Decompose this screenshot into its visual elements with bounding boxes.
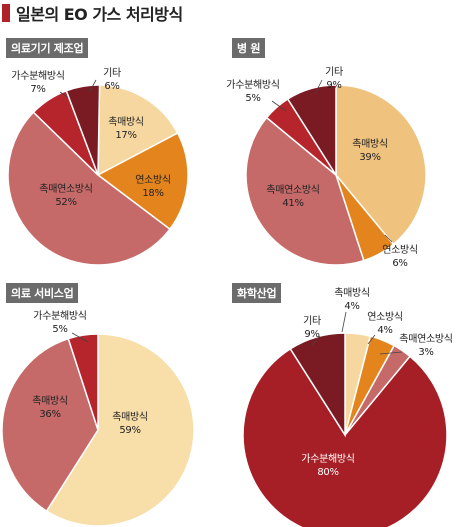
- pie-slice: [65, 84, 101, 176]
- slice-name-label: 가수분해방식: [226, 78, 279, 91]
- pie-slice: [242, 347, 448, 527]
- slice-value-label: 4%: [377, 325, 392, 336]
- title-marker: [2, 4, 10, 22]
- slice-name-label: 기타: [103, 67, 121, 79]
- slice-value-label: 6%: [392, 258, 407, 269]
- slice-value-label: 18%: [142, 188, 163, 199]
- slice-name-label: 가수분해방식: [301, 452, 354, 465]
- pie-slice: [97, 84, 179, 177]
- slice-value-label: 39%: [359, 152, 380, 163]
- slice-name-label: 촉매연소방식: [399, 333, 452, 345]
- slice-name-label: 촉매방식: [352, 138, 388, 150]
- pie-medical-service: 촉매방식 59% 촉매방식 36% 가수분해방식 5%: [1, 309, 195, 527]
- slice-value-label: 36%: [39, 409, 60, 420]
- slice-name-label: 촉매방식: [32, 395, 68, 407]
- slice-value-label: 7%: [30, 84, 45, 95]
- leader-line: [341, 311, 347, 333]
- chart-title-medical-device: 의료기기 제조업: [6, 38, 89, 58]
- pie-slice: [286, 84, 337, 178]
- pie-medical-device: 촉매방식 17% 연소방식 18% 촉매연소방식 52% 가수분해방식 7% 기타 6%: [7, 67, 189, 266]
- slice-name-label: 촉매방식: [334, 287, 370, 299]
- leader-line: [379, 351, 403, 355]
- pie-slice: [67, 333, 99, 431]
- pie-slice: [7, 111, 171, 266]
- leader-line: [71, 332, 89, 343]
- leader-line: [384, 234, 393, 243]
- slice-name-label: 연소방식: [367, 311, 403, 323]
- slice-name-label: 촉매연소방식: [39, 183, 92, 195]
- slice-name-label: 기타: [303, 315, 321, 327]
- pie-slice: [335, 84, 427, 246]
- slice-value-label: 5%: [245, 93, 260, 104]
- pie-hospital: 촉매방식 39% 연소방식 6% 촉매연소방식 41% 가수분해방식 5% 기타 9%: [226, 66, 427, 269]
- pie-slice: [245, 116, 365, 266]
- slice-value-label: 9%: [326, 80, 341, 91]
- slice-value-label: 5%: [52, 324, 67, 335]
- slice-name-label: 가수분해방식: [33, 309, 86, 322]
- slice-name-label: 연소방식: [382, 244, 418, 256]
- slice-value-label: 17%: [115, 130, 136, 141]
- chart-title-medical-service: 의료 서비스업: [6, 283, 79, 303]
- chart-title-hospital: 병 원: [232, 38, 266, 58]
- leader-line: [314, 79, 323, 95]
- slice-name-label: 촉매연소방식: [266, 184, 319, 196]
- slice-name-label: 기타: [325, 66, 343, 78]
- slice-value-label: 80%: [317, 467, 338, 478]
- slice-value-label: 6%: [104, 81, 119, 92]
- page-title: 일본의 EO 가스 처리방식: [16, 5, 183, 24]
- slice-value-label: 4%: [344, 301, 359, 312]
- slice-name-label: 연소방식: [135, 174, 171, 186]
- slice-name-label: 촉매방식: [108, 116, 144, 128]
- slice-value-label: 41%: [282, 198, 303, 209]
- pie-slice: [289, 332, 346, 438]
- slice-value-label: 3%: [418, 347, 433, 358]
- slice-name-label: 가수분해방식: [11, 69, 64, 82]
- slice-value-label: 52%: [55, 197, 76, 208]
- slice-value-label: 59%: [119, 425, 140, 436]
- pie-slice: [96, 132, 189, 231]
- page-title-block: 일본의 EO 가스 처리방식: [2, 2, 183, 24]
- slice-value-label: 9%: [304, 329, 319, 340]
- leader-line: [271, 100, 287, 112]
- pie-chemical: 촉매방식 4% 연소방식 4% 촉매연소방식 3% 가수분해방식 80% 기타 9%: [242, 287, 453, 527]
- leader-line: [311, 335, 321, 346]
- slice-name-label: 촉매방식: [112, 411, 148, 423]
- leader-line: [367, 334, 376, 345]
- chart-title-chemical: 화학산업: [232, 283, 282, 303]
- leader-line: [89, 79, 97, 92]
- pie-slice: [45, 333, 195, 527]
- pie-slice: [1, 337, 99, 513]
- leader-line: [59, 91, 70, 99]
